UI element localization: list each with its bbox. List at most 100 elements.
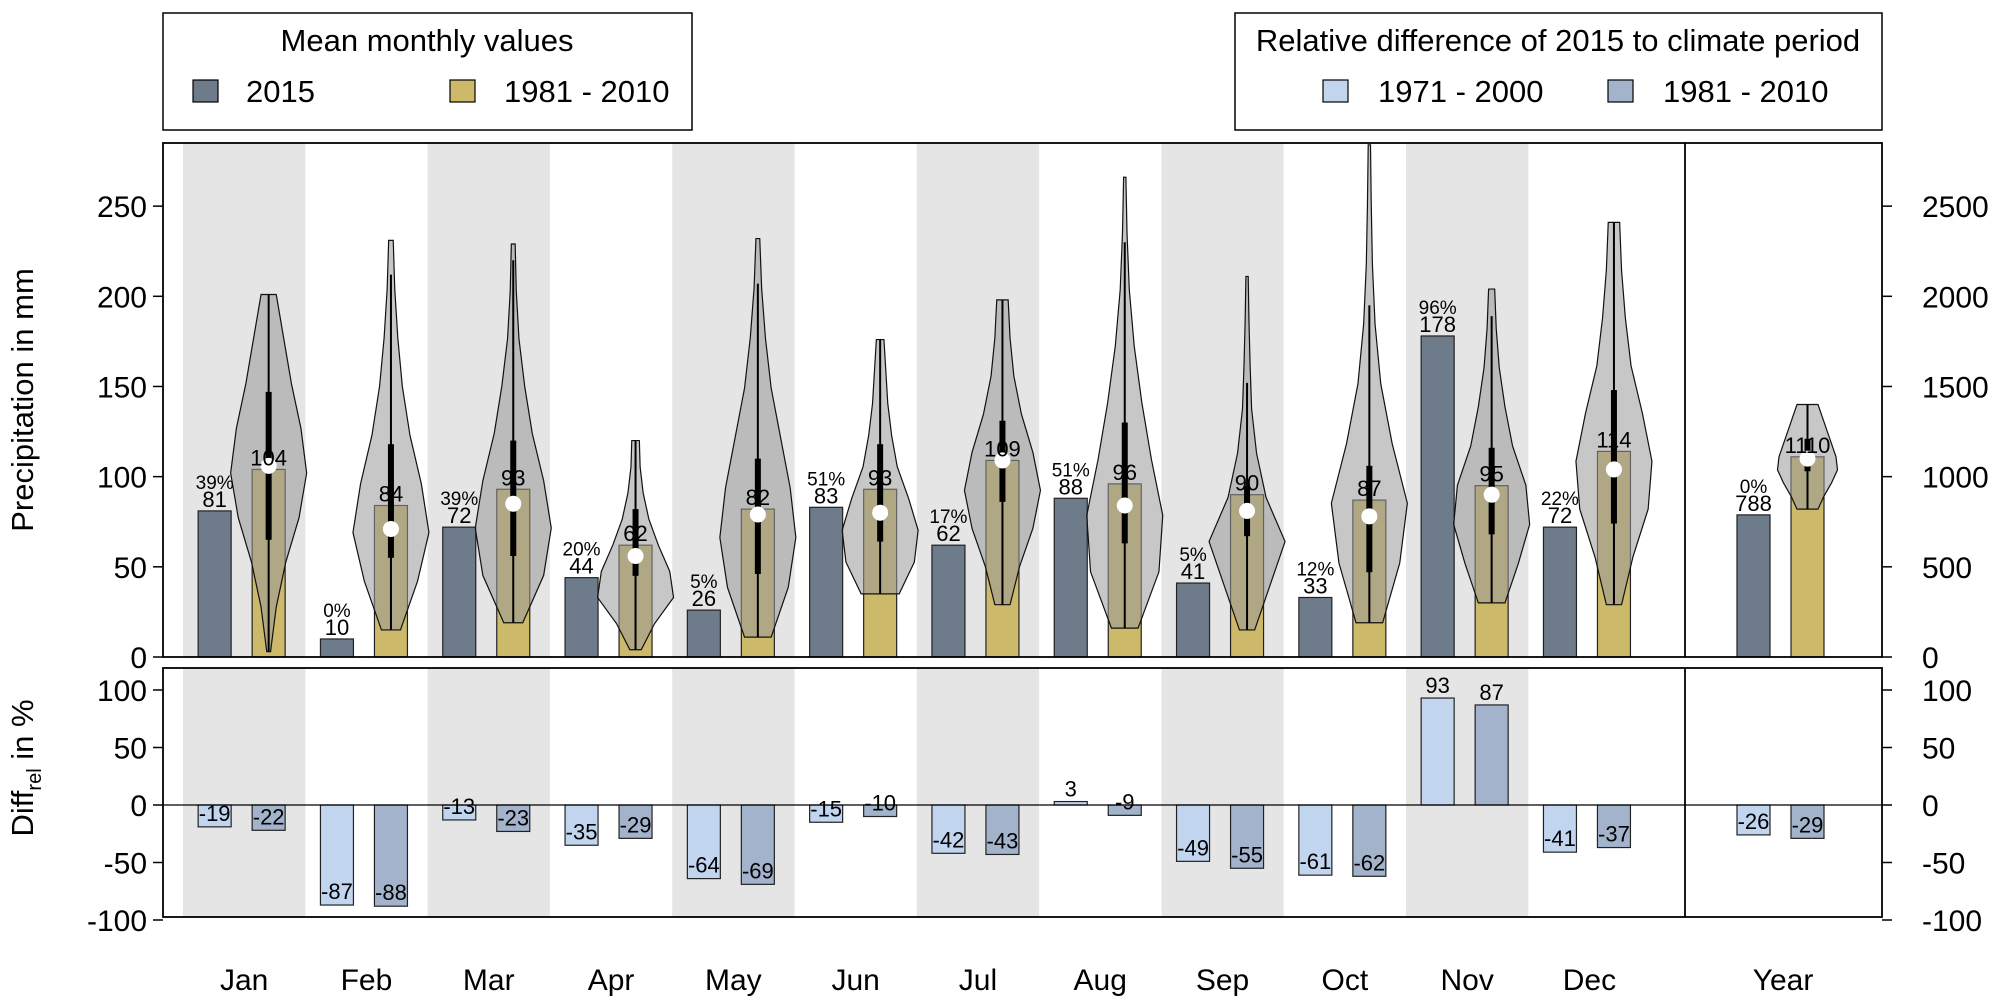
value-label-2015: 26 bbox=[692, 586, 716, 611]
legend-swatch-2015 bbox=[192, 79, 219, 103]
bottom-panel: -19 -22-87 -88-13 -23-35 -29-64 -69-15 -10-42-… bbox=[163, 673, 1882, 907]
violin-box bbox=[1121, 422, 1128, 544]
diff-bar-1981-2010 bbox=[1352, 804, 1387, 877]
y-tick-label-right-top: 1500 bbox=[1922, 371, 1989, 404]
diff-bar-1981-2010 bbox=[496, 804, 531, 833]
diff-bar-1981-2010 bbox=[740, 804, 775, 885]
value-label-2015: 44 bbox=[569, 554, 593, 579]
value-label-1981-2010: 96 bbox=[1113, 460, 1137, 485]
diff-value-label: -62 bbox=[1353, 850, 1385, 875]
diff-value-label: -88 bbox=[375, 880, 407, 905]
percentile-label: 39% bbox=[196, 473, 234, 494]
x-tick-label: Feb bbox=[341, 964, 393, 997]
diff-value-label: -42 bbox=[933, 827, 965, 852]
violin-median bbox=[1483, 486, 1500, 503]
value-label-2015: 72 bbox=[447, 503, 471, 528]
legend-left-title: Mean monthly values bbox=[281, 23, 574, 58]
y-tick-label-right-bottom: 100 bbox=[1922, 675, 1972, 708]
y-tick-label-left-top: 0 bbox=[130, 642, 147, 675]
diff-bar-1971-2000 bbox=[564, 804, 599, 846]
diff-value-label: -10 bbox=[864, 791, 896, 816]
month-shade-bottom bbox=[183, 668, 306, 917]
y-tick-label-left-bottom: 100 bbox=[97, 675, 147, 708]
diff-bar-1971-2000 bbox=[1736, 804, 1771, 836]
diff-value-label: -29 bbox=[1792, 812, 1824, 837]
percentile-label: 39% bbox=[440, 489, 478, 510]
diff-value-label: -22 bbox=[253, 804, 285, 829]
bar-2015 bbox=[564, 577, 599, 658]
percentile-label: 0% bbox=[1740, 477, 1768, 498]
legend-swatch-clim bbox=[449, 79, 476, 103]
x-tick-label: Apr bbox=[588, 964, 635, 997]
percentile-label: 20% bbox=[563, 540, 601, 561]
legend-label-8110: 1981 - 2010 bbox=[1663, 74, 1828, 109]
x-tick-label: Dec bbox=[1563, 964, 1616, 997]
diff-bar-1971-2000 bbox=[1420, 697, 1455, 806]
y-tick-label-left-top: 150 bbox=[97, 371, 147, 404]
value-label-1981-2010: 104 bbox=[250, 445, 287, 470]
diff-bar-1971-2000 bbox=[1298, 804, 1333, 876]
bar-2015 bbox=[1053, 497, 1088, 658]
value-label-2015: 178 bbox=[1419, 312, 1456, 337]
legend-swatch-7100 bbox=[1322, 79, 1349, 103]
value-label-1981-2010: 62 bbox=[623, 521, 647, 546]
violin-median bbox=[872, 504, 889, 521]
diff-value-label: -69 bbox=[742, 858, 774, 883]
month-shade-bottom bbox=[672, 668, 795, 917]
y-tick-label-right-bottom: 0 bbox=[1922, 790, 1939, 823]
percentile-label: 5% bbox=[1179, 545, 1207, 566]
legend-right-box bbox=[1234, 12, 1883, 131]
legend-label-clim: 1981 - 2010 bbox=[504, 74, 669, 109]
y-tick-label-left-top: 200 bbox=[97, 281, 147, 314]
violin-box bbox=[387, 444, 394, 558]
value-label-2015: 88 bbox=[1059, 474, 1083, 499]
violin-median bbox=[1239, 502, 1256, 519]
diff-value-label: 93 bbox=[1425, 673, 1449, 698]
diff-value-label: -23 bbox=[497, 805, 529, 830]
violin-median bbox=[1605, 461, 1622, 478]
value-label-2015: 62 bbox=[936, 521, 960, 546]
value-label-2015: 81 bbox=[202, 487, 226, 512]
diff-value-label: -26 bbox=[1738, 809, 1770, 834]
diff-value-label: -13 bbox=[443, 794, 475, 819]
diff-value-label: -61 bbox=[1299, 849, 1331, 874]
violin-box bbox=[877, 444, 884, 542]
violin-box bbox=[632, 509, 639, 576]
diff-bar-1981-2010 bbox=[1474, 704, 1509, 806]
violin-median bbox=[749, 506, 766, 523]
bar-2015 bbox=[1736, 514, 1771, 658]
value-label-1981-2010: 109 bbox=[984, 436, 1021, 461]
violin-median bbox=[260, 457, 277, 474]
diff-bar-1981-2010 bbox=[618, 804, 653, 839]
month-shade-bottom bbox=[916, 668, 1040, 917]
legend-label-7100: 1971 - 2000 bbox=[1378, 74, 1543, 109]
value-label-1981-2010: 95 bbox=[1479, 462, 1503, 487]
x-tick-label: Oct bbox=[1322, 964, 1369, 997]
x-tick-label: Jul bbox=[959, 964, 997, 997]
y-tick-label-left-bottom: 50 bbox=[114, 733, 147, 766]
bar-2015 bbox=[197, 510, 232, 658]
value-label-1981-2010: 1110 bbox=[1785, 433, 1831, 458]
y-tick-label-left-bottom: -100 bbox=[87, 905, 147, 938]
percentile-label: 12% bbox=[1296, 559, 1334, 580]
diff-value-label: -29 bbox=[620, 812, 652, 837]
violin-median bbox=[627, 548, 644, 565]
diff-label-main: Diff bbox=[5, 790, 40, 836]
diff-value-label: -15 bbox=[810, 796, 842, 821]
diff-value-label: -87 bbox=[321, 879, 353, 904]
bar-2015 bbox=[1298, 596, 1333, 658]
violin-median bbox=[505, 495, 522, 512]
percentile-label: 17% bbox=[929, 507, 967, 528]
y-axis-title-bottom: Diffrel in % bbox=[5, 699, 46, 836]
percentile-label: 0% bbox=[323, 601, 351, 622]
bar-2015 bbox=[319, 638, 355, 658]
diff-value-label: -9 bbox=[1115, 789, 1135, 814]
legend-mean-monthly: Mean monthly values 2015 1981 - 2010 bbox=[162, 12, 693, 131]
diff-value-label: -64 bbox=[688, 853, 720, 878]
value-label-1981-2010: 82 bbox=[746, 485, 770, 510]
value-label-2015: 83 bbox=[814, 483, 838, 508]
violin-box bbox=[1610, 390, 1617, 524]
top-panel-frame bbox=[162, 142, 1883, 658]
value-label-1981-2010: 114 bbox=[1596, 427, 1631, 452]
